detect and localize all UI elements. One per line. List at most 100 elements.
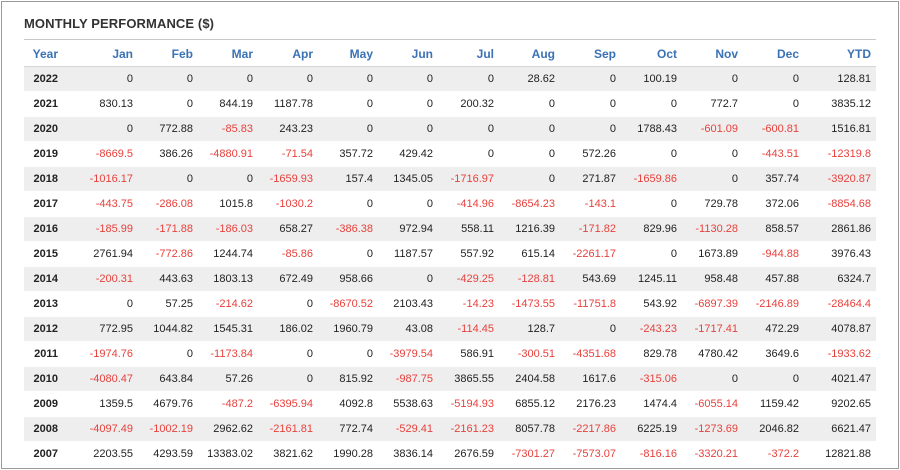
month-value-cell: 0 [258, 291, 318, 317]
month-value-cell: 200.32 [438, 91, 499, 117]
month-value-cell: 0 [70, 66, 138, 92]
month-value-cell: 0 [318, 91, 378, 117]
month-value-cell: 2404.58 [499, 366, 560, 392]
ytd-cell: -28464.4 [804, 291, 876, 317]
month-value-cell: -772.86 [138, 241, 198, 267]
month-value-cell: 2962.62 [198, 416, 258, 442]
month-value-cell: -443.75 [70, 191, 138, 217]
month-value-cell: 1044.82 [138, 316, 198, 342]
month-value-cell: 6225.19 [621, 416, 682, 442]
month-value-cell: -7573.07 [560, 441, 621, 467]
month-value-cell: -6395.94 [258, 391, 318, 417]
month-value-cell: 557.92 [438, 241, 499, 267]
year-cell: 2017 [24, 191, 70, 217]
month-value-cell: 472.29 [743, 316, 804, 342]
year-cell: 2021 [24, 91, 70, 117]
month-value-cell: 643.84 [138, 366, 198, 392]
table-body: 2022 0 0 0 0 0 0 0 28.62 0 100.19 0 0 128.81 2021 830.1… [24, 66, 876, 467]
month-value-cell: 0 [682, 166, 743, 192]
month-value-cell: 0 [318, 66, 378, 92]
month-value-cell: -71.54 [258, 141, 318, 167]
month-value-cell: -372.2 [743, 441, 804, 467]
month-value-cell: 772.74 [318, 416, 378, 442]
month-value-cell: -1716.97 [438, 166, 499, 192]
month-value-cell: 2046.82 [743, 416, 804, 442]
year-cell: 2018 [24, 166, 70, 192]
month-value-cell: -2146.89 [743, 291, 804, 317]
month-value-cell: 2761.94 [70, 241, 138, 267]
month-value-cell: -185.99 [70, 216, 138, 242]
ytd-cell: 12821.88 [804, 441, 876, 467]
month-value-cell: 0 [378, 266, 438, 292]
month-value-cell: -143.1 [560, 191, 621, 217]
month-value-cell: -2261.17 [560, 241, 621, 267]
month-value-cell: 0 [138, 91, 198, 117]
month-value-cell: 958.66 [318, 266, 378, 292]
month-value-cell: 0 [258, 66, 318, 92]
year-cell: 2007 [24, 441, 70, 467]
month-value-cell: 0 [318, 241, 378, 267]
column-header-feb: Feb [138, 41, 198, 67]
month-value-cell: -11751.8 [560, 291, 621, 317]
month-value-cell: 0 [70, 116, 138, 142]
year-cell: 2016 [24, 216, 70, 242]
monthly-performance-table: Year Jan Feb Mar Apr May Jun Jul Aug Sep Oct Nov Dec… [24, 41, 876, 467]
month-value-cell: 0 [198, 66, 258, 92]
table-row: 2015 2761.94 -772.86 1244.74 -85.86 0 1187.57 5… [24, 241, 876, 267]
month-value-cell: -1717.41 [682, 316, 743, 342]
ytd-cell: 3835.12 [804, 91, 876, 117]
month-value-cell: 0 [438, 141, 499, 167]
month-value-cell: -987.75 [378, 366, 438, 392]
month-value-cell: 586.91 [438, 341, 499, 367]
month-value-cell: 372.06 [743, 191, 804, 217]
month-value-cell: 0 [378, 91, 438, 117]
title-divider [24, 39, 876, 40]
month-value-cell: -600.81 [743, 116, 804, 142]
month-value-cell: 0 [138, 341, 198, 367]
month-value-cell: -171.82 [560, 216, 621, 242]
month-value-cell: 13383.02 [198, 441, 258, 467]
month-value-cell: -200.31 [70, 266, 138, 292]
table-row: 2020 0 772.88 -85.83 243.23 0 0 0 0 0 1788.43 -601.… [24, 116, 876, 142]
month-value-cell: -601.09 [682, 116, 743, 142]
month-value-cell: -1659.93 [258, 166, 318, 192]
month-value-cell: 0 [621, 191, 682, 217]
month-value-cell: -14.23 [438, 291, 499, 317]
month-value-cell: 672.49 [258, 266, 318, 292]
table-row: 2018 -1016.17 0 0 -1659.93 157.4 1345.05 -1716.… [24, 166, 876, 192]
column-header-jul: Jul [438, 41, 499, 67]
month-value-cell: -414.96 [438, 191, 499, 217]
month-value-cell: 0 [560, 316, 621, 342]
month-value-cell: 6855.12 [499, 391, 560, 417]
ytd-cell: -12319.8 [804, 141, 876, 167]
month-value-cell: -186.03 [198, 216, 258, 242]
month-value-cell: 829.96 [621, 216, 682, 242]
month-value-cell: 830.13 [70, 91, 138, 117]
month-value-cell: 558.11 [438, 216, 499, 242]
month-value-cell: -1659.86 [621, 166, 682, 192]
month-value-cell: -1030.2 [258, 191, 318, 217]
ytd-cell: -1933.62 [804, 341, 876, 367]
month-value-cell: 1244.74 [198, 241, 258, 267]
ytd-cell: 6621.47 [804, 416, 876, 442]
ytd-cell: 4021.47 [804, 366, 876, 392]
month-value-cell: 1245.11 [621, 266, 682, 292]
ytd-cell: 1516.81 [804, 116, 876, 142]
month-value-cell: -443.51 [743, 141, 804, 167]
month-value-cell: -3979.54 [378, 341, 438, 367]
month-value-cell: 43.08 [378, 316, 438, 342]
month-value-cell: 1960.79 [318, 316, 378, 342]
month-value-cell: 1187.78 [258, 91, 318, 117]
month-value-cell: 28.62 [499, 66, 560, 92]
ytd-cell: 6324.7 [804, 266, 876, 292]
month-value-cell: 772.95 [70, 316, 138, 342]
table-row: 2019 -8669.5 386.26 -4880.91 -71.54 357.72 429… [24, 141, 876, 167]
month-value-cell: 0 [378, 116, 438, 142]
month-value-cell: 0 [499, 166, 560, 192]
month-value-cell: 0 [621, 91, 682, 117]
year-cell: 2015 [24, 241, 70, 267]
month-value-cell: 8057.78 [499, 416, 560, 442]
month-value-cell: 0 [318, 191, 378, 217]
column-header-dec: Dec [743, 41, 804, 67]
